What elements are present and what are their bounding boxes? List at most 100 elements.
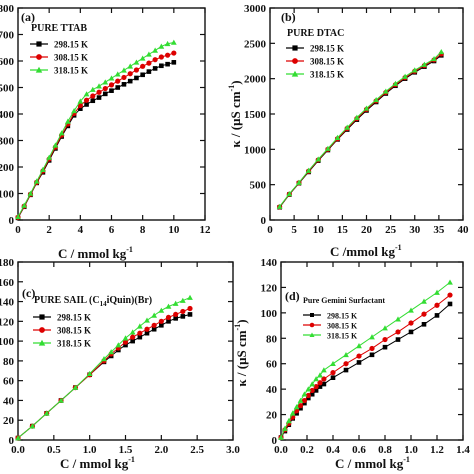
x-tick-label: 35 (433, 224, 445, 236)
data-point (317, 384, 323, 389)
legend-marker (310, 313, 314, 317)
data-point (90, 93, 96, 99)
data-point (83, 91, 90, 97)
data-point (173, 316, 178, 321)
y-tick-label: 80 (266, 333, 278, 345)
series-line (17, 52, 174, 218)
data-point (315, 156, 322, 162)
data-point (134, 75, 139, 81)
data-point (325, 145, 331, 151)
data-point (421, 322, 427, 327)
data-point (27, 190, 34, 196)
data-point (139, 55, 146, 61)
data-point (296, 179, 302, 185)
legend-label: 298.15 K (310, 44, 344, 54)
series-line (279, 53, 442, 208)
panel-title: Pure Gemini Surfactant (303, 296, 385, 305)
series-line (279, 54, 442, 208)
x-tick-label: 1.0 (83, 444, 97, 456)
y-tick-label: 0 (261, 215, 267, 227)
data-point (108, 75, 115, 81)
data-point (109, 88, 114, 93)
y-tick-label: 200 (0, 162, 15, 174)
data-point (96, 89, 102, 95)
data-point (137, 330, 143, 336)
data-point (289, 410, 296, 416)
chart-panel-a: 0 2 4 6 8 10 12 0 100 200 300 400 500 600 700 800 (a)PUR… (0, 3, 211, 261)
data-point (421, 61, 428, 67)
data-point (187, 312, 193, 317)
legend-label: 298.15 K (54, 40, 88, 50)
data-point (140, 63, 146, 69)
chart-panel-c: 0.0 0.5 1.0 1.5 2.0 2.5 3.0 0 20 40 60 80 100 120 140 1… (0, 257, 240, 471)
data-point (83, 97, 90, 103)
panel-title: PURE SAIL (C14iQuin)(Br) (34, 295, 152, 308)
data-point (115, 342, 122, 348)
legend-label: 318.15 K (327, 332, 358, 341)
series-line (279, 51, 442, 207)
data-point (115, 78, 121, 84)
x-tick-label: 1.5 (119, 444, 133, 456)
x-axis-label: C /mmol kg-1 (330, 243, 402, 259)
data-point (96, 83, 102, 89)
data-point (305, 167, 312, 173)
y-tick-label: 1500 (244, 109, 267, 121)
data-point (309, 391, 315, 397)
chart-panel-d: 0.0 0.2 0.4 0.6 0.8 1.0 1.2 1.4 0 20 40 60 80 100 120 1… (233, 257, 470, 471)
x-tick-label: 12 (200, 224, 212, 236)
data-point (127, 78, 133, 84)
data-point (356, 360, 362, 365)
data-point (369, 345, 375, 352)
x-tick-label: 30 (409, 224, 421, 236)
data-point (278, 434, 284, 440)
data-point (130, 338, 135, 344)
data-point (33, 178, 40, 184)
data-point (151, 322, 157, 328)
data-point (172, 300, 179, 306)
data-point (165, 303, 172, 309)
y-tick-label: 20 (266, 410, 278, 422)
data-point (136, 323, 143, 329)
series-line (17, 313, 191, 439)
series-line (280, 281, 451, 438)
x-tick-label: 10 (168, 224, 180, 236)
panel-label: (b) (281, 10, 296, 24)
y-tick-label: 0 (272, 435, 278, 447)
data-point (369, 334, 375, 340)
y-tick-label: 40 (266, 384, 278, 396)
data-point (343, 361, 349, 367)
x-tick-label: 10 (313, 224, 325, 236)
y-tick-label: 40 (3, 395, 15, 407)
y-axis-label: κ / (μS cm-1) (227, 80, 243, 147)
data-point (58, 130, 65, 136)
y-tick-label: 20 (3, 415, 15, 427)
y-tick-label: 160 (0, 277, 15, 289)
data-point (408, 307, 414, 313)
x-tick-label: 0.2 (300, 444, 314, 456)
y-tick-label: 140 (0, 297, 15, 309)
data-point (144, 326, 150, 332)
panel-title: PURE DTAC (287, 28, 344, 39)
data-point (43, 410, 50, 416)
data-point (15, 435, 21, 441)
data-point (447, 292, 453, 298)
data-point (313, 388, 319, 393)
data-point (330, 370, 336, 376)
data-point (152, 66, 158, 71)
x-tick-label: 1.4 (456, 444, 470, 456)
legend-marker (35, 66, 43, 73)
y-tick-label: 2000 (244, 74, 267, 86)
x-tick-label: 20 (361, 224, 373, 236)
data-point (146, 60, 152, 66)
data-point (180, 314, 186, 319)
data-point (77, 102, 83, 109)
y-tick-label: 100 (261, 308, 278, 320)
y-tick-label: 0 (9, 435, 15, 447)
y-tick-label: 800 (0, 3, 15, 15)
y-tick-label: 100 (0, 336, 15, 348)
y-tick-label: 100 (0, 189, 15, 201)
legend-marker (39, 327, 45, 333)
y-tick-label: 80 (3, 356, 15, 368)
y-tick-label: 1000 (244, 144, 267, 156)
